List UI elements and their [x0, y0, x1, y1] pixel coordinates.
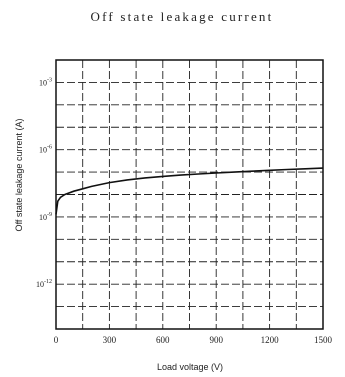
leakage-current-curve: [55, 167, 324, 215]
x-axis-label: Load voltage (V): [157, 362, 223, 372]
annotation-dot: ·: [107, 254, 111, 266]
x-tick-label: 900: [209, 335, 223, 345]
y-tick-label: 10-12: [36, 279, 52, 289]
y-tick-label: 10-9: [39, 212, 52, 222]
y-axis-ticks: 10-3 10-6 10-9 10-12: [36, 77, 52, 289]
x-tick-label: 1500: [314, 335, 333, 345]
x-tick-label: 0: [54, 335, 59, 345]
x-axis-ticks: 0 300 600 900 1200 1500: [54, 335, 333, 345]
x-tick-label: 1200: [261, 335, 280, 345]
chart-gridlines: [56, 60, 323, 329]
y-tick-label: 10-3: [39, 77, 52, 87]
x-tick-label: 300: [103, 335, 117, 345]
chart-title: Off state leakage current: [91, 9, 274, 24]
y-tick-label: 10-6: [39, 145, 52, 155]
plot-frame: [55, 59, 324, 330]
x-tick-label: 600: [156, 335, 170, 345]
y-axis-label: Off state leakage current (A): [14, 119, 24, 232]
